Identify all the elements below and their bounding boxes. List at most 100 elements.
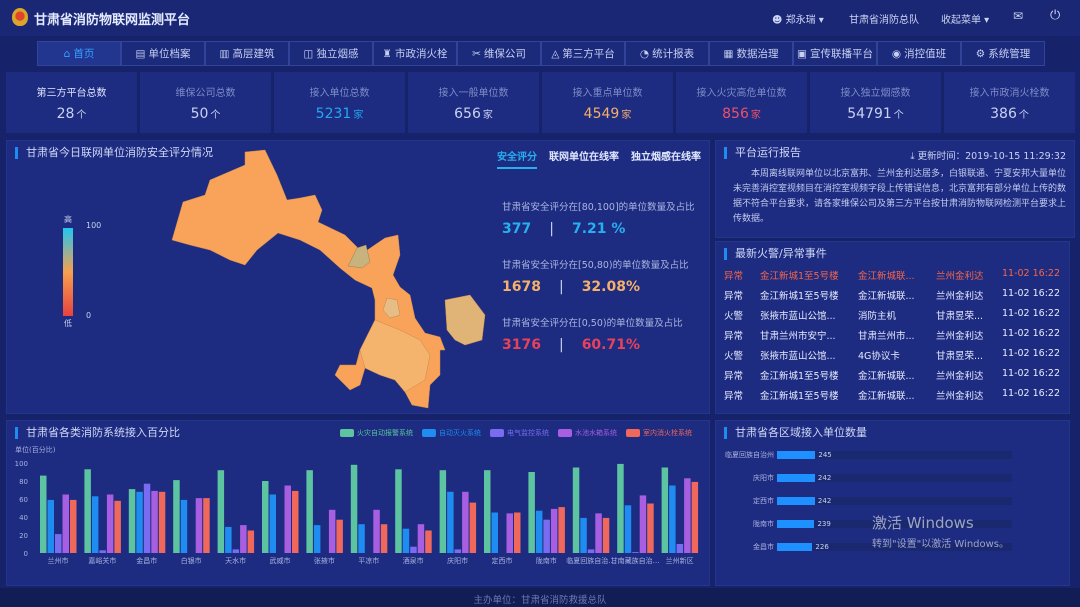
bar[interactable]	[143, 483, 151, 553]
map-region-jiayuguan[interactable]	[347, 244, 371, 269]
stat-card[interactable]: 第三方平台总数 28 个	[6, 72, 137, 133]
nav-tab-11[interactable]: ⚙ 系统管理	[961, 41, 1045, 66]
bar[interactable]	[269, 494, 277, 554]
bar[interactable]	[669, 485, 676, 554]
bar[interactable]	[587, 549, 595, 553]
nav-tab-3[interactable]: ◫ 独立烟感	[289, 41, 373, 66]
download-icon[interactable]: ⤓	[910, 151, 918, 162]
legend-item[interactable]: 电气监控系统	[490, 428, 549, 438]
legend-item[interactable]: 火灾自动报警系统	[340, 428, 413, 438]
bar[interactable]	[84, 469, 91, 553]
nav-tab-7[interactable]: ◔ 统计报表	[625, 41, 709, 66]
bar[interactable]	[439, 470, 447, 553]
bar[interactable]	[195, 498, 203, 553]
region-row[interactable]: 陇南市 239	[712, 519, 1012, 529]
bar[interactable]	[313, 525, 321, 553]
region-row[interactable]: 庆阳市 242	[712, 473, 1012, 483]
event-row[interactable]: 异常 金江新城1至5号楼 金江新城联... 兰州金利达 11-02 16:22	[724, 288, 1061, 302]
bar[interactable]	[647, 503, 654, 554]
tab-unit-online-rate[interactable]: 联网单位在线率	[549, 152, 619, 163]
bar[interactable]	[462, 491, 469, 553]
legend-item[interactable]: 室内消火栓系统	[626, 428, 692, 438]
bar[interactable]	[676, 544, 684, 553]
stat-card[interactable]: 接入单位总数 5231 家	[274, 72, 405, 133]
stat-card[interactable]: 接入独立烟感数 54791 个	[810, 72, 941, 133]
bar[interactable]	[151, 490, 158, 553]
bar[interactable]	[535, 510, 543, 553]
bar[interactable]	[506, 513, 514, 553]
bar[interactable]	[410, 546, 417, 553]
bar[interactable]	[128, 489, 136, 553]
bar[interactable]	[55, 534, 62, 553]
stat-card[interactable]: 接入火灾高危单位数 856 家	[676, 72, 807, 133]
stat-card[interactable]: 接入重点单位数 4549 家	[542, 72, 673, 133]
bar[interactable]	[91, 496, 99, 553]
bar[interactable]	[684, 478, 691, 553]
stat-card[interactable]: 接入市政消火栓数 386 个	[944, 72, 1075, 133]
bar[interactable]	[203, 498, 210, 553]
score-legend-bar[interactable]	[63, 228, 73, 316]
bar[interactable]	[114, 500, 121, 553]
bar[interactable]	[99, 550, 106, 553]
nav-tab-9[interactable]: ▣ 宣传联播平台	[793, 41, 877, 66]
bar[interactable]	[240, 525, 247, 553]
gansu-map[interactable]	[0, 0, 710, 414]
map-region-lanzhou[interactable]	[382, 297, 401, 319]
event-row[interactable]: 火警 张掖市蓝山公馆... 消防主机 甘肃昱荣... 11-02 16:22	[724, 308, 1061, 322]
bar[interactable]	[491, 512, 499, 554]
bar[interactable]	[661, 467, 669, 554]
user-menu[interactable]: ☻ 郑永瑞 ▾	[772, 15, 824, 26]
bar[interactable]	[47, 499, 55, 553]
bar[interactable]	[358, 524, 365, 553]
nav-tab-6[interactable]: ◬ 第三方平台	[541, 41, 625, 66]
bar[interactable]	[306, 470, 313, 553]
bar[interactable]	[336, 519, 343, 553]
bar[interactable]	[632, 552, 639, 553]
bar[interactable]	[469, 502, 477, 553]
bar[interactable]	[572, 467, 580, 554]
bar[interactable]	[136, 491, 143, 553]
bar[interactable]	[417, 524, 425, 553]
region-row[interactable]: 金昌市 226	[712, 542, 1012, 552]
bar[interactable]	[380, 524, 388, 553]
bar[interactable]	[528, 472, 535, 553]
bar[interactable]	[691, 481, 699, 553]
bar[interactable]	[558, 507, 565, 553]
bar[interactable]	[402, 528, 410, 553]
collapse-menu-button[interactable]: 收起菜单 ▾	[941, 15, 990, 26]
bar[interactable]	[180, 499, 188, 553]
legend-item[interactable]: 自动灭火系统	[422, 428, 481, 438]
bar[interactable]	[232, 549, 240, 553]
legend-item[interactable]: 水池水箱系统	[558, 428, 617, 438]
nav-tab-2[interactable]: ▥ 高层建筑	[205, 41, 289, 66]
bar[interactable]	[447, 491, 454, 553]
bar[interactable]	[70, 499, 77, 553]
bar[interactable]	[617, 463, 624, 553]
map-region-east[interactable]	[444, 294, 486, 346]
bar[interactable]	[173, 480, 180, 553]
bar[interactable]	[514, 512, 521, 554]
nav-tab-10[interactable]: ◉ 消控值班	[877, 41, 961, 66]
bar[interactable]	[262, 481, 269, 553]
event-row[interactable]: 火警 张掖市蓝山公馆... 4G协议卡 甘肃昱荣... 11-02 16:22	[724, 348, 1061, 362]
map-region-south[interactable]	[359, 319, 431, 393]
bar[interactable]	[624, 505, 632, 553]
power-icon[interactable]: ⏻	[1050, 8, 1061, 23]
stat-card[interactable]: 接入一般单位数 656 家	[408, 72, 539, 133]
tab-smoke-online-rate[interactable]: 独立烟感在线率	[631, 152, 701, 163]
event-row[interactable]: 异常 金江新城1至5号楼 金江新城联... 兰州金利达 11-02 16:22	[724, 388, 1061, 402]
bar[interactable]	[373, 509, 380, 553]
bar[interactable]	[40, 475, 47, 553]
bar[interactable]	[454, 549, 462, 553]
bar[interactable]	[595, 513, 602, 553]
bar[interactable]	[247, 530, 255, 554]
bar[interactable]	[425, 530, 432, 554]
nav-tab-0[interactable]: ⌂ 首页	[37, 41, 121, 66]
nav-tab-4[interactable]: ♜ 市政消火栓	[373, 41, 457, 66]
bar[interactable]	[639, 495, 647, 553]
tab-safety-score[interactable]: 安全评分	[497, 148, 537, 169]
bar[interactable]	[350, 464, 358, 553]
bar[interactable]	[284, 485, 292, 554]
nav-tab-8[interactable]: ▦ 数据治理	[709, 41, 793, 66]
nav-tab-5[interactable]: ✂ 维保公司	[457, 41, 541, 66]
